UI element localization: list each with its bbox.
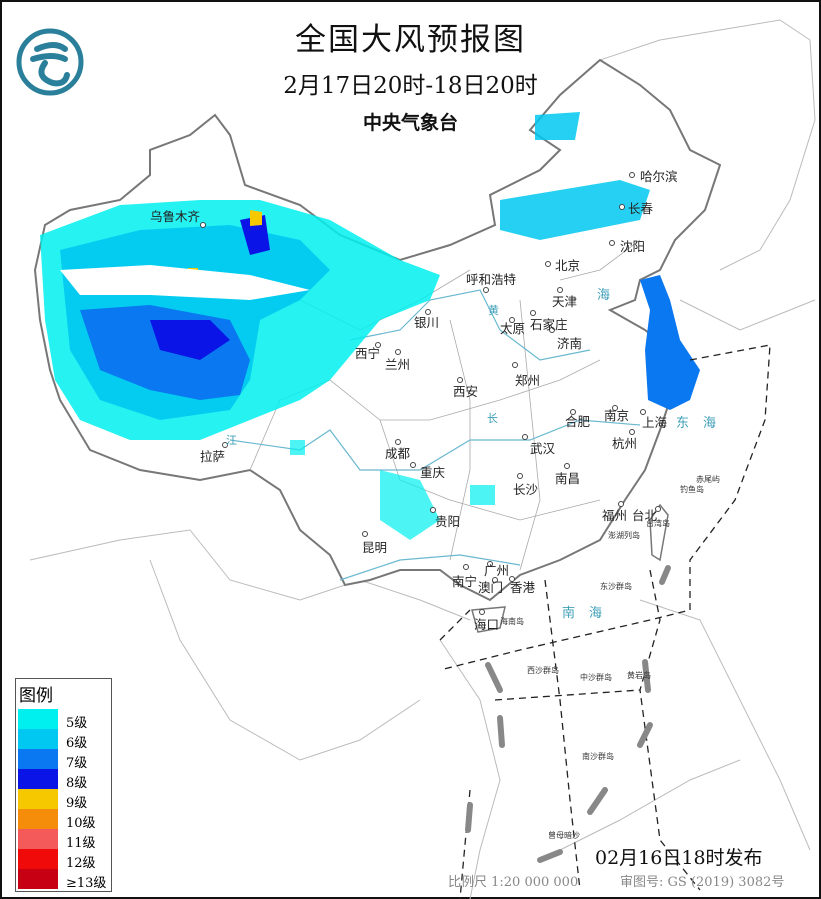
legend-swatch — [18, 709, 58, 729]
legend-item: 9级 — [18, 789, 108, 811]
legend-item: 7级 — [18, 749, 108, 771]
river-label-changjiang: 长 — [487, 412, 512, 425]
city-label: 杭州 — [612, 436, 638, 451]
city-label: 南宁 — [452, 574, 478, 589]
legend-label: 12级 — [66, 856, 96, 871]
city-label: 昆明 — [362, 540, 388, 555]
legend-label: 7级 — [66, 756, 88, 771]
city-label: 福州 — [602, 508, 628, 523]
city-label: 济南 — [557, 336, 583, 351]
island-label: 赤尾屿 — [696, 475, 720, 484]
issuer: 中央气象台 — [362, 112, 458, 134]
island-label: 中沙群岛 — [580, 673, 612, 682]
wind-area-level-5-south — [290, 440, 495, 540]
city-label: 西安 — [453, 384, 479, 399]
city-label: 台北 — [632, 508, 658, 523]
legend-item: 6级 — [18, 729, 108, 751]
city-label: 乌鲁木齐 — [150, 209, 201, 224]
city-label: 上海 — [642, 415, 668, 430]
wind-area-white-gap — [60, 265, 310, 300]
city-label: 重庆 — [420, 465, 446, 480]
city-label: 澳门 — [478, 580, 504, 595]
city-label: 天津 — [552, 294, 578, 309]
cma-logo-icon — [16, 28, 84, 96]
island-label: 台湾岛 — [646, 519, 670, 528]
city-label: 南京 — [604, 408, 630, 423]
legend-label: 5级 — [66, 716, 88, 731]
sea-label-nanhai: 南海 — [562, 606, 617, 621]
city-markers — [200, 172, 661, 615]
city-label: 长春 — [628, 201, 654, 216]
city-label: 郑州 — [515, 373, 541, 388]
legend-swatch — [18, 789, 58, 809]
island-label: 南沙群岛 — [582, 752, 614, 761]
forecast-period: 2月17日20时-18日20时 — [283, 73, 538, 99]
legend-item: 11级 — [18, 829, 108, 851]
legend-swatch — [18, 729, 58, 749]
city-label: 西宁 — [355, 346, 381, 361]
island-label: 钓鱼岛 — [680, 485, 704, 494]
legend-item: 5级 — [18, 709, 108, 731]
city-label: 海口 — [474, 617, 500, 632]
wind-areas — [40, 112, 700, 540]
city-label: 贵阳 — [435, 514, 461, 529]
island-label: 黄岩岛 — [627, 671, 651, 680]
legend-label: 8级 — [66, 776, 88, 791]
city-label: 拉萨 — [200, 449, 226, 464]
legend-label: ≥13级 — [66, 876, 107, 891]
map-review-number: 审图号: GS (2019) 3082号 — [620, 875, 785, 890]
issue-time: 02月16日18时发布 — [595, 847, 763, 869]
legend-swatch — [18, 749, 58, 769]
city-label: 哈尔滨 — [640, 169, 678, 184]
island-label: 曾母暗沙 — [548, 831, 580, 840]
city-label: 南昌 — [555, 471, 581, 486]
nine-dash-segments — [465, 565, 671, 863]
city-label: 银川 — [414, 315, 440, 330]
city-label: 长沙 — [513, 482, 539, 497]
legend-swatch — [18, 869, 58, 889]
city-label: 石家庄 — [530, 317, 568, 332]
rivers — [229, 289, 641, 581]
city-label: 北京 — [555, 258, 581, 273]
legend-item: 10级 — [18, 809, 108, 831]
legend-swatch — [18, 809, 58, 829]
legend-label: 6级 — [66, 736, 88, 751]
legend-label: 9级 — [66, 796, 88, 811]
wind-area-level-6-northeast — [500, 112, 650, 240]
legend-item: ≥13级 — [18, 869, 108, 891]
sea-label-bohai: 海 — [597, 288, 625, 303]
island-label: 澎湖列岛 — [608, 531, 640, 540]
city-label: 呼和浩特 — [466, 272, 517, 287]
island-label: 海南岛 — [500, 617, 524, 626]
map-title: 全国大风预报图 — [295, 22, 526, 58]
city-label: 太原 — [500, 321, 526, 336]
wind-area-level-7-east — [640, 275, 700, 410]
island-label: 西沙群岛 — [527, 666, 559, 675]
map-scale: 比例尺 1:20 000 000 — [448, 875, 579, 890]
city-label: 合肥 — [565, 414, 591, 429]
taiwan-island — [649, 503, 669, 562]
legend-label: 11级 — [66, 836, 96, 851]
legend-label: 10级 — [66, 816, 96, 831]
city-label: 兰州 — [385, 357, 411, 372]
wind-area-level-8 — [150, 215, 270, 360]
city-label: 香港 — [510, 580, 536, 595]
river-label-jiang: 江 — [226, 434, 251, 447]
city-label: 成都 — [385, 446, 411, 461]
legend-swatch — [18, 769, 58, 789]
legend-item: 12级 — [18, 849, 108, 871]
legend-title: 图例 — [19, 686, 53, 706]
legend: 图例 5级 6级 7级 8级 9级 10级 11级 12级 ≥13级 — [15, 678, 112, 892]
city-label: 沈阳 — [620, 239, 646, 254]
sea-label-donghai: 东海 — [676, 416, 731, 431]
river-label-huanghe: 黄 — [488, 304, 513, 317]
legend-swatch — [18, 829, 58, 849]
city-label: 武汉 — [530, 441, 556, 456]
legend-item: 8级 — [18, 769, 108, 791]
island-label: 东沙群岛 — [600, 582, 632, 591]
legend-swatch — [18, 849, 58, 869]
city-label: 广州 — [484, 563, 510, 578]
